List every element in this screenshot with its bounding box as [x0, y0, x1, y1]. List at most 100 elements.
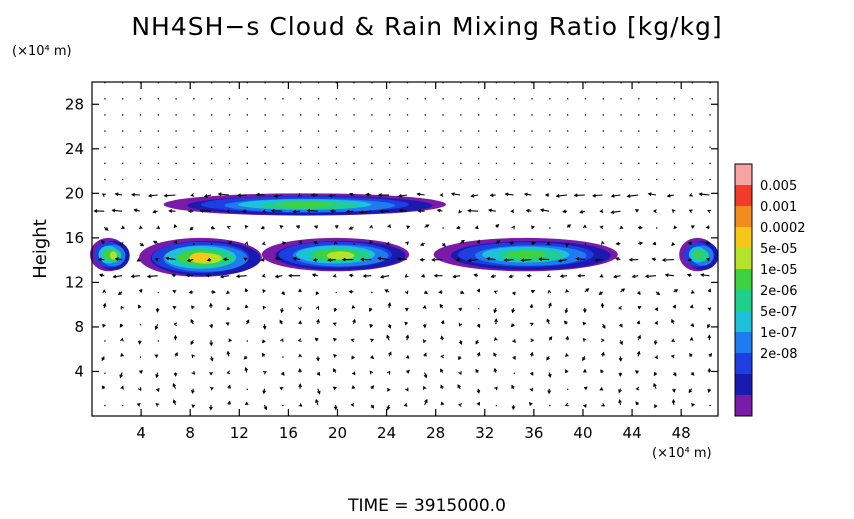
wind-vector-730	[709, 146, 711, 148]
wind-vector-366	[397, 257, 407, 261]
y-tick-label-28: 28	[65, 95, 84, 113]
wind-vector-layer	[93, 82, 713, 411]
wind-vector-412	[439, 193, 444, 197]
wind-vector-229	[282, 98, 284, 100]
wind-vector-658	[655, 291, 661, 296]
wind-vector-731	[709, 130, 711, 132]
wind-vector-144	[211, 114, 213, 116]
wind-vector-239	[288, 273, 301, 278]
wind-vector-593	[602, 323, 606, 329]
x-tick-label-28: 28	[426, 424, 445, 442]
colorbar-label-8: 2e-08	[760, 347, 798, 362]
wind-vector-420	[457, 403, 462, 407]
wind-vector-248	[300, 130, 302, 132]
wind-vector-631	[635, 386, 640, 391]
wind-vector-370	[397, 194, 407, 198]
wind-vector-647	[638, 130, 640, 132]
wind-vector-396	[424, 114, 426, 116]
wind-vector-419	[442, 82, 444, 84]
wind-vector-38	[122, 130, 124, 132]
wind-vector-71	[146, 274, 158, 279]
wind-vector-61	[139, 98, 142, 100]
wind-vector-649	[638, 98, 640, 100]
wind-vector-284	[334, 225, 339, 229]
wind-vector-258	[315, 305, 320, 310]
wind-vector-212	[280, 371, 285, 376]
wind-vector-311	[353, 130, 355, 132]
wind-vector-139	[203, 194, 212, 198]
wind-vector-477	[495, 162, 498, 165]
wind-vector-393	[424, 162, 426, 165]
x-tick-label-12: 12	[230, 424, 249, 442]
y-unit-label: (×10⁴ m)	[12, 44, 72, 59]
wind-vector-377	[406, 82, 409, 84]
wind-vector-37	[122, 146, 124, 148]
wind-vector-176	[235, 274, 247, 279]
wind-vector-422	[458, 371, 462, 376]
wind-vector-398	[424, 82, 426, 84]
wind-vector-67	[157, 340, 159, 342]
wind-vector-96	[168, 209, 176, 213]
wind-vector-81	[157, 114, 159, 116]
wind-vector-20	[104, 82, 106, 84]
wind-vector-49	[138, 288, 143, 293]
wind-vector-44	[139, 370, 143, 374]
wind-vector-389	[424, 224, 430, 228]
colorbar-swatch-11	[735, 395, 752, 416]
wind-vector-527	[547, 372, 552, 378]
wind-vector-322	[371, 291, 373, 294]
colorbar-label-5: 2e-06	[760, 284, 798, 299]
wind-vector-204	[264, 162, 266, 165]
wind-vector-608	[602, 82, 604, 84]
wind-vector-289	[335, 146, 337, 148]
wind-vector-0	[104, 404, 106, 407]
wind-vector-133	[211, 290, 216, 294]
wind-vector-186	[246, 114, 248, 116]
wind-vector-270	[317, 114, 320, 116]
wind-vector-129	[209, 356, 214, 362]
wind-vector-215	[279, 319, 284, 325]
wind-vector-378	[424, 398, 428, 406]
wind-vector-30	[114, 257, 123, 261]
wind-vector-607	[602, 98, 604, 100]
wind-vector-309	[353, 162, 355, 165]
wind-vector-189	[263, 404, 268, 411]
wind-vector-17	[104, 130, 106, 132]
wind-vector-217	[281, 291, 285, 296]
wind-vector-237	[298, 306, 302, 311]
wind-vector-590	[600, 369, 604, 374]
wind-vector-427	[460, 290, 465, 295]
wind-vector-254	[316, 372, 321, 376]
wind-vector-450	[467, 258, 479, 263]
plot-frame	[91, 81, 719, 417]
wind-vector-683	[673, 225, 678, 230]
wind-vector-27	[120, 305, 125, 310]
wind-vector-651	[654, 404, 658, 409]
colorbar-swatch-2	[735, 206, 752, 227]
wind-vector-291	[335, 114, 337, 116]
wind-vector-725	[705, 225, 710, 230]
wind-vector-560	[567, 178, 569, 181]
wind-vector-143	[211, 130, 213, 132]
wind-vector-160	[217, 192, 229, 197]
wind-vector-619	[615, 241, 621, 246]
wind-vector-546	[564, 402, 569, 407]
wind-vector-726	[707, 209, 712, 214]
wind-vector-380	[423, 372, 428, 379]
wind-vector-509	[529, 322, 534, 327]
wind-vector-432	[458, 209, 462, 214]
wind-vector-310	[353, 146, 355, 148]
wind-vector-498	[513, 162, 515, 165]
wind-vector-384	[422, 304, 427, 309]
wind-vector-403	[440, 335, 444, 341]
wind-vector-207	[264, 114, 266, 116]
wind-vector-672	[671, 398, 676, 405]
wind-vector-18	[104, 114, 106, 116]
wind-vector-390	[417, 209, 425, 213]
wind-vector-128	[209, 371, 213, 376]
wind-vector-474	[487, 208, 496, 213]
wind-vector-285	[329, 209, 336, 213]
wind-vector-336	[386, 404, 391, 411]
wind-vector-461	[478, 82, 480, 84]
wind-vector-153	[226, 306, 231, 311]
